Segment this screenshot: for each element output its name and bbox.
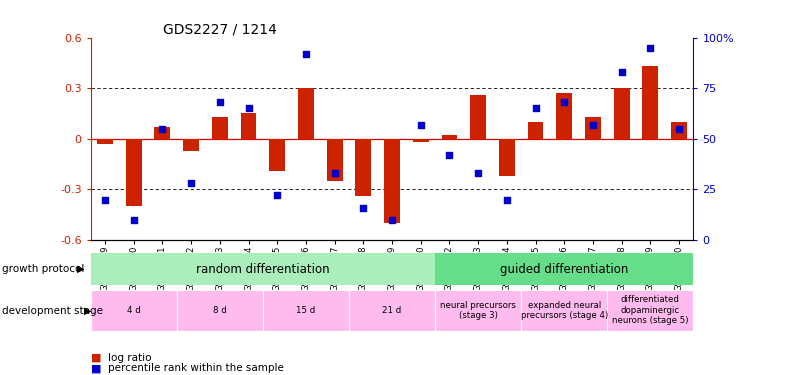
- Point: [271, 192, 284, 198]
- Point: [414, 122, 427, 128]
- Point: [184, 180, 197, 186]
- Bar: [470, 95, 486, 139]
- Point: [156, 126, 169, 132]
- Bar: [269, 139, 285, 171]
- Bar: [97, 139, 113, 144]
- Point: [644, 45, 656, 51]
- Point: [443, 152, 455, 158]
- Bar: [435, 290, 521, 331]
- Text: 15 d: 15 d: [296, 306, 315, 315]
- Text: expanded neural
precursors (stage 4): expanded neural precursors (stage 4): [521, 301, 608, 320]
- Point: [329, 170, 341, 176]
- Point: [357, 205, 370, 211]
- Bar: [355, 139, 371, 196]
- Point: [673, 126, 686, 132]
- Text: 21 d: 21 d: [382, 306, 402, 315]
- Bar: [298, 88, 314, 139]
- Text: differentiated
dopaminergic
neurons (stage 5): differentiated dopaminergic neurons (sta…: [612, 296, 689, 325]
- Bar: [671, 122, 687, 139]
- Bar: [556, 93, 572, 139]
- Bar: [499, 139, 515, 176]
- Bar: [608, 290, 693, 331]
- Point: [214, 99, 226, 105]
- Text: ■: ■: [91, 353, 101, 363]
- Text: ▶: ▶: [84, 306, 92, 315]
- Point: [586, 122, 599, 128]
- Bar: [585, 117, 601, 139]
- Text: neural precursors
(stage 3): neural precursors (stage 3): [440, 301, 516, 320]
- Bar: [642, 66, 658, 139]
- Bar: [240, 113, 256, 139]
- Bar: [91, 253, 435, 285]
- Bar: [327, 139, 343, 181]
- Text: ▶: ▶: [77, 264, 85, 274]
- Bar: [435, 253, 693, 285]
- Text: guided differentiation: guided differentiation: [500, 262, 629, 276]
- Text: percentile rank within the sample: percentile rank within the sample: [108, 363, 284, 373]
- Bar: [521, 290, 608, 331]
- Point: [299, 51, 312, 57]
- Bar: [177, 290, 263, 331]
- Point: [98, 196, 111, 202]
- Bar: [528, 122, 544, 139]
- Point: [242, 105, 255, 111]
- Text: random differentiation: random differentiation: [196, 262, 329, 276]
- Text: 4 d: 4 d: [127, 306, 140, 315]
- Point: [472, 170, 485, 176]
- Text: GDS2227 / 1214: GDS2227 / 1214: [163, 22, 277, 36]
- Bar: [441, 135, 457, 139]
- Point: [530, 105, 542, 111]
- Bar: [413, 139, 429, 142]
- Bar: [126, 139, 142, 206]
- Text: 8 d: 8 d: [213, 306, 227, 315]
- Point: [500, 196, 513, 202]
- Bar: [91, 290, 177, 331]
- Text: log ratio: log ratio: [108, 353, 151, 363]
- Bar: [384, 139, 400, 223]
- Point: [128, 217, 140, 223]
- Bar: [212, 117, 228, 139]
- Text: development stage: development stage: [2, 306, 102, 315]
- Text: ■: ■: [91, 363, 101, 373]
- Point: [558, 99, 571, 105]
- Bar: [349, 290, 435, 331]
- Bar: [154, 127, 170, 139]
- Text: growth protocol: growth protocol: [2, 264, 84, 274]
- Bar: [263, 290, 349, 331]
- Bar: [183, 139, 199, 150]
- Point: [386, 217, 398, 223]
- Point: [615, 69, 628, 75]
- Bar: [614, 88, 630, 139]
